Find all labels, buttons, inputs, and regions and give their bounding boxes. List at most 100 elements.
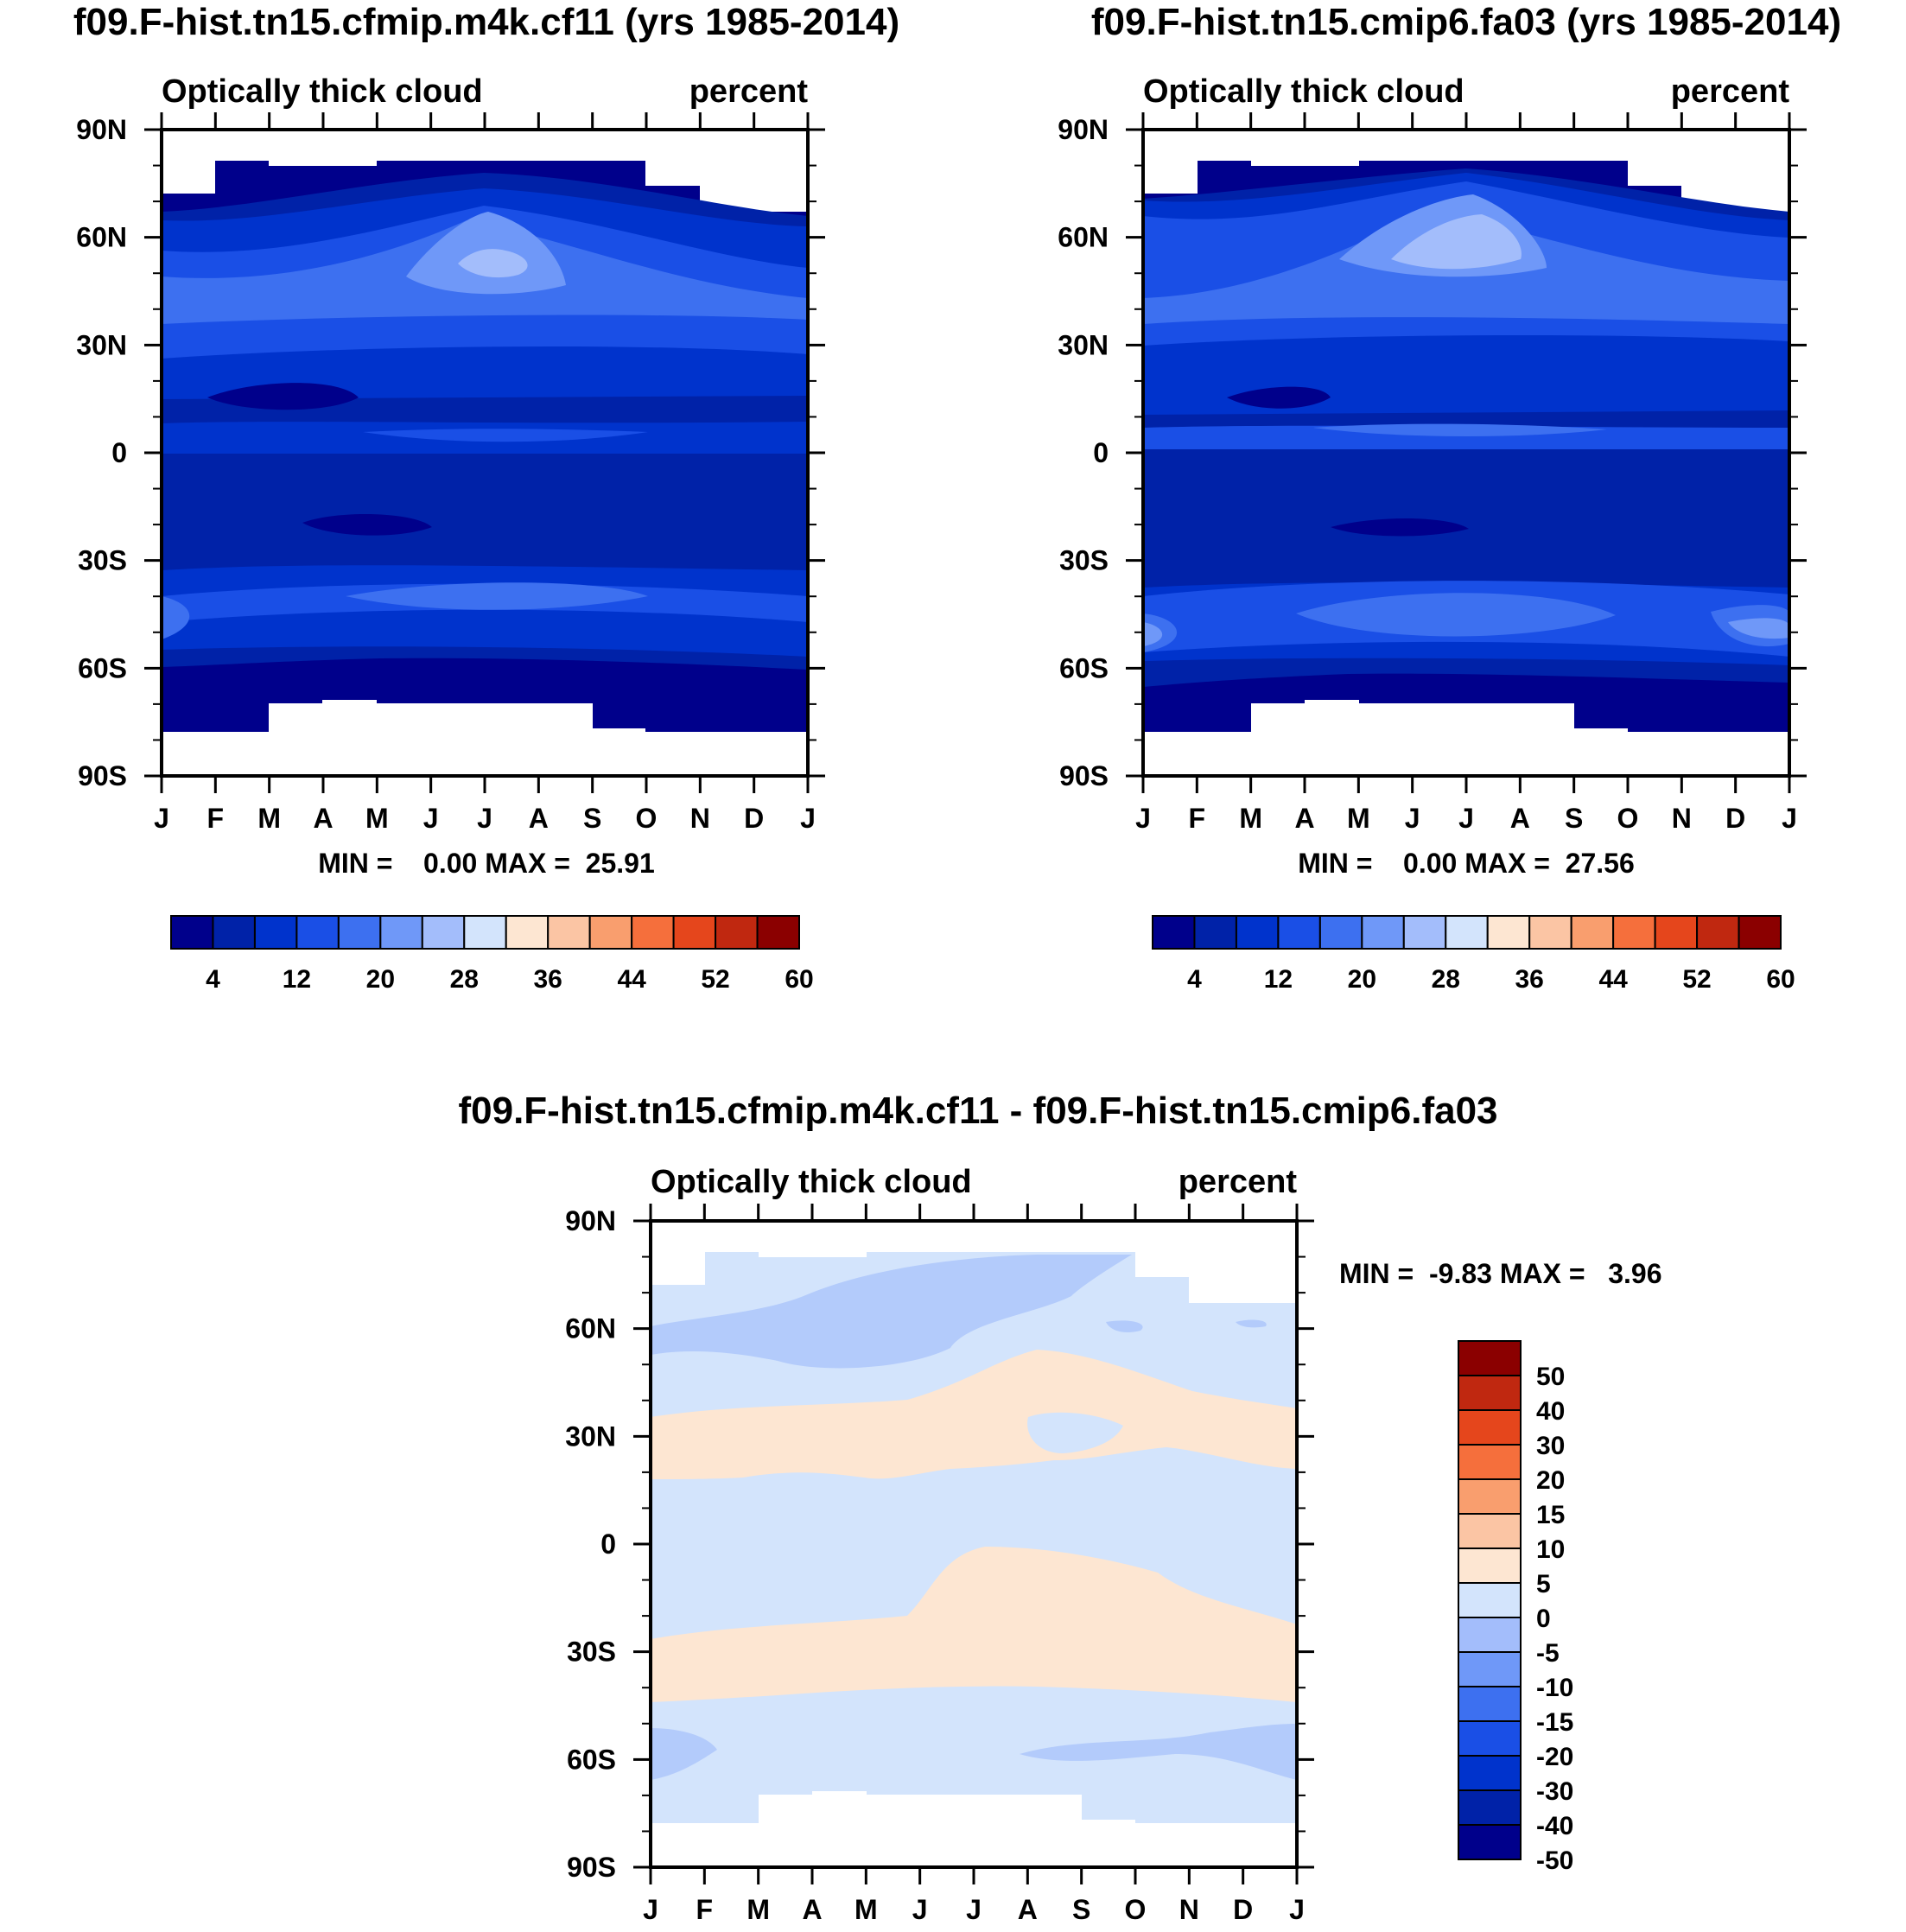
colorbar-swatch	[1152, 915, 1196, 950]
x-tick-label: M	[1347, 803, 1370, 834]
y-tick-label: 0	[111, 437, 127, 468]
x-tick-label: M	[365, 803, 389, 834]
colorbar-swatch	[547, 915, 591, 950]
colorbar-swatch	[337, 915, 382, 950]
colorbar-swatch	[588, 915, 633, 950]
panel-c-field-minus10-north	[651, 1255, 1267, 1369]
colorbar-swatch	[1458, 1582, 1522, 1618]
x-tick-label: J	[1405, 803, 1420, 834]
colorbar-swatch	[1458, 1824, 1522, 1860]
y-tick-label: 60S	[78, 652, 127, 683]
colorbar-tick-label: 52	[1682, 965, 1711, 994]
colorbar-swatch	[756, 915, 800, 950]
colorbar-tick-label: 28	[1432, 965, 1460, 994]
x-tick-label: J	[966, 1894, 982, 1925]
colorbar-swatch	[1528, 915, 1572, 950]
colorbar-swatch	[1738, 915, 1782, 950]
panel-b-contours	[1143, 161, 1789, 732]
panel-b-field-l7	[1391, 214, 1522, 270]
panel-c-field-plus-north	[651, 1350, 1297, 1479]
x-tick-label: N	[1672, 803, 1692, 834]
colorbar-tick-label: 4	[1187, 965, 1202, 994]
x-tick-label: M	[257, 803, 281, 834]
colorbar-tick-label: 20	[366, 965, 395, 994]
x-tick-label: S	[1565, 803, 1583, 834]
x-tick-label: M	[855, 1894, 878, 1925]
colorbar-swatch	[1458, 1478, 1522, 1515]
colorbar-swatch	[1402, 915, 1447, 950]
y-tick-label: 60N	[565, 1313, 616, 1344]
x-tick-label: O	[1125, 1894, 1147, 1925]
panel-a-contours	[162, 161, 808, 732]
colorbar-swatch	[715, 915, 759, 950]
panel-c-field-minus-inset	[1027, 1412, 1123, 1453]
panel-a-field-l7	[458, 249, 528, 278]
panel-b-colorbar: 4 12 20 28 36 44 52 60	[1152, 915, 1795, 994]
colorbar-tick-label: 60	[785, 965, 813, 994]
panel-b-field-dark1	[1227, 386, 1469, 537]
colorbar-swatch	[1277, 915, 1321, 950]
colorbar-swatch	[1458, 1548, 1522, 1584]
colorbar-swatch	[1458, 1444, 1522, 1480]
x-tick-label: F	[696, 1894, 714, 1925]
colorbar-tick-label: 5	[1536, 1570, 1551, 1598]
panel-c-field-plus-south	[651, 1547, 1297, 1702]
colorbar-tick-label: 12	[283, 965, 311, 994]
y-tick-label: 60S	[567, 1744, 616, 1775]
x-tick-label: O	[636, 803, 658, 834]
colorbar-tick-label: 20	[1536, 1466, 1565, 1495]
colorbar-tick-label: 60	[1766, 965, 1795, 994]
colorbar-swatch	[379, 915, 423, 950]
colorbar-swatch	[1318, 915, 1363, 950]
y-tick-label: 90S	[1059, 760, 1109, 791]
y-tick-label: 60N	[1058, 222, 1109, 253]
y-tick-label: 30N	[1058, 329, 1109, 360]
colorbar-tick-label: -5	[1536, 1639, 1560, 1668]
panel-a-stats: MIN = 0.00 MAX = 25.91	[318, 848, 655, 879]
x-tick-label: A	[1510, 803, 1530, 834]
y-tick-label: 30S	[1059, 545, 1109, 576]
x-tick-label: S	[1072, 1894, 1090, 1925]
x-tick-label: M	[747, 1894, 770, 1925]
y-tick-label: 30N	[565, 1420, 616, 1452]
colorbar-swatch	[1458, 1755, 1522, 1791]
colorbar-swatch	[1612, 915, 1656, 950]
colorbar-swatch	[1458, 1513, 1522, 1549]
x-tick-label: D	[1233, 1894, 1253, 1925]
x-tick-label: J	[912, 1894, 928, 1925]
y-tick-label: 60S	[1059, 652, 1109, 683]
colorbar-swatch	[1445, 915, 1489, 950]
panel-b: f09.F-hist.tn15.cmip6.fa03 (yrs 1985-201…	[1058, 1, 1841, 994]
x-tick-label: J	[1135, 803, 1151, 834]
x-tick-label: A	[1294, 803, 1314, 834]
x-tick-label: A	[802, 1894, 822, 1925]
colorbar-tick-label: 36	[534, 965, 562, 994]
colorbar-tick-label: 10	[1536, 1535, 1565, 1564]
x-tick-label: J	[643, 1894, 658, 1925]
colorbar-swatch	[421, 915, 466, 950]
x-tick-label: A	[1018, 1894, 1038, 1925]
y-tick-label: 90N	[76, 114, 127, 145]
colorbar-tick-label: 28	[450, 965, 479, 994]
y-tick-label: 0	[600, 1528, 616, 1560]
panel-c-field-minus10-south	[651, 1724, 1297, 1780]
panel-c-axes: J F M A M J J A S O N D J 90N 60N 30N 0 30S 60S 90S	[565, 1204, 1314, 1925]
colorbar-swatch	[505, 915, 550, 950]
colorbar-tick-label: 44	[1598, 965, 1628, 994]
panel-a-title: f09.F-hist.tn15.cfmip.m4k.cf11 (yrs 1985…	[73, 1, 899, 43]
x-tick-label: J	[800, 803, 816, 834]
x-tick-label: M	[1239, 803, 1262, 834]
x-tick-label: J	[1458, 803, 1474, 834]
y-tick-label: 0	[1093, 437, 1109, 468]
panel-a-axes: J F M A M J J A S O N D J 90N 60N 30N 0 30S 60S 90S	[76, 112, 825, 834]
colorbar-swatch	[212, 915, 256, 950]
y-tick-label: 90S	[567, 1852, 616, 1883]
colorbar-swatch	[1458, 1651, 1522, 1687]
x-tick-label: O	[1617, 803, 1639, 834]
colorbar-tick-label: 15	[1536, 1501, 1565, 1529]
x-tick-label: J	[1782, 803, 1797, 834]
panel-a-field-l5	[162, 220, 808, 639]
colorbar-swatch	[295, 915, 340, 950]
colorbar-tick-label: 4	[206, 965, 220, 994]
